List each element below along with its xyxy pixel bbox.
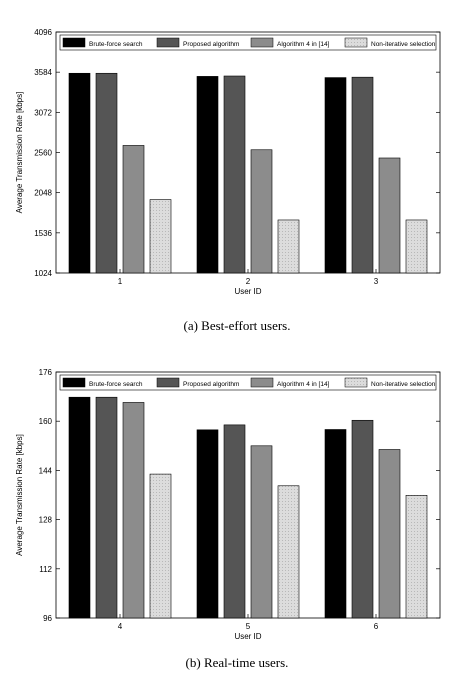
bar-brute-force-search-1	[68, 72, 91, 274]
bar-non-iterative-selection-2	[277, 219, 300, 274]
legend-label: Algorithm 4 in [14]	[277, 381, 330, 388]
legend-swatch	[156, 377, 180, 388]
y-tick-label: 1536	[34, 229, 52, 238]
y-tick-label: 3584	[34, 68, 52, 77]
legend-label: Proposed algorithm	[183, 41, 239, 48]
legend-label: Brute-force search	[89, 381, 143, 388]
x-tick-label: 2	[246, 277, 251, 286]
y-tick-label: 1024	[34, 269, 52, 278]
y-tick-label: 2560	[34, 149, 52, 158]
chart-panel-b: 96 112 128 144 160 176 4 5 6 User ID Average Trans…	[15, 368, 441, 641]
y-tick-label: 160	[39, 417, 53, 426]
legend-swatch	[250, 377, 274, 388]
legend-box	[59, 374, 437, 391]
legend-swatch	[62, 37, 86, 48]
x-axis-label: User ID	[234, 632, 261, 641]
bar-algorithm-4-in-14--1	[122, 145, 145, 274]
legend-label: Brute-force search	[89, 41, 143, 48]
bar-brute-force-search-5	[196, 429, 219, 619]
bar-non-iterative-selection-5	[277, 485, 300, 619]
legend-swatch	[250, 37, 274, 48]
y-tick-label: 2048	[34, 189, 52, 198]
bar-algorithm-4-in-14--4	[122, 402, 145, 619]
bar-brute-force-search-6	[324, 429, 347, 619]
y-tick-label: 96	[43, 614, 52, 623]
bar-proposed-algorithm-6	[351, 419, 374, 619]
legend-swatch	[156, 37, 180, 48]
legend-label: Non-iterative selection	[371, 381, 436, 388]
legend-label: Proposed algorithm	[183, 381, 239, 388]
plot-frame	[55, 31, 441, 274]
y-axis-label: Average Transmission Rate [kbps]	[15, 92, 24, 214]
y-axis-label: Average Transmission Rate [kbps]	[15, 434, 24, 556]
x-tick-label: 5	[246, 622, 251, 631]
bar-proposed-algorithm-1	[95, 72, 118, 274]
bar-non-iterative-selection-1	[149, 199, 172, 274]
x-tick-label: 4	[118, 622, 123, 631]
x-tick-label: 6	[374, 622, 379, 631]
legend-swatch	[62, 377, 86, 388]
bar-proposed-algorithm-5	[223, 424, 246, 619]
legend-swatch	[344, 377, 368, 388]
legend: Brute-force search Proposed algorithm Algo…	[59, 34, 437, 51]
bar-proposed-algorithm-4	[95, 396, 118, 619]
bar-non-iterative-selection-4	[149, 473, 172, 619]
y-tick-label: 4096	[34, 28, 52, 37]
plot-frame	[55, 371, 441, 619]
bar-non-iterative-selection-6	[405, 495, 428, 619]
legend-label: Algorithm 4 in [14]	[277, 41, 330, 48]
x-tick-label: 1	[118, 277, 123, 286]
bar-algorithm-4-in-14--6	[378, 449, 401, 619]
bar-algorithm-4-in-14--2	[250, 149, 273, 274]
x-axis-label: User ID	[234, 287, 261, 296]
caption-b: (b) Real-time users.	[185, 655, 289, 670]
y-tick-label: 128	[39, 516, 53, 525]
bar-brute-force-search-3	[324, 77, 347, 274]
chart-panel-a: 1024 1536 2048 2560 3072 3584 4096 1 2 3 User ID Av…	[15, 28, 441, 296]
bar-algorithm-4-in-14--5	[250, 445, 273, 619]
x-tick-label: 3	[374, 277, 379, 286]
y-tick-label: 176	[39, 368, 53, 377]
bar-algorithm-4-in-14--3	[378, 157, 401, 274]
legend: Brute-force search Proposed algorithm Algo…	[59, 374, 437, 391]
y-tick-label: 144	[39, 466, 53, 475]
y-tick-label: 112	[39, 565, 52, 574]
legend-label: Non-iterative selection	[371, 41, 436, 48]
legend-box	[59, 34, 437, 51]
bar-non-iterative-selection-3	[405, 219, 428, 274]
caption-a: (a) Best-effort users.	[183, 318, 291, 333]
y-tick-label: 3072	[34, 108, 52, 117]
bar-proposed-algorithm-2	[223, 75, 246, 274]
bar-brute-force-search-4	[68, 396, 91, 619]
bar-proposed-algorithm-3	[351, 76, 374, 274]
bar-brute-force-search-2	[196, 76, 219, 274]
legend-swatch	[344, 37, 368, 48]
